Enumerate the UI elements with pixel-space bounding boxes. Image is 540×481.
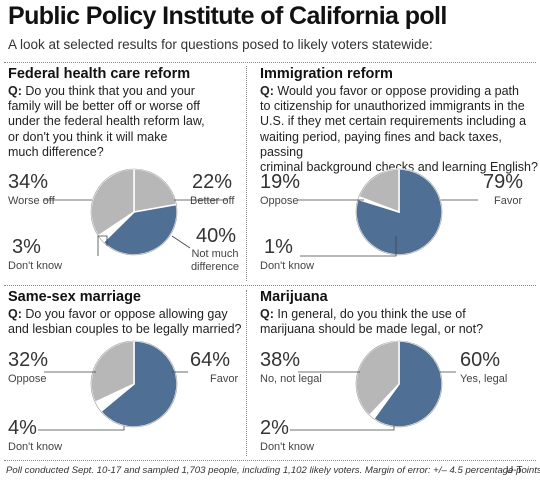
leader-line-don-t-know — [38, 426, 125, 431]
label-worse-off: Worse off — [8, 195, 55, 207]
lower-column-divider — [246, 290, 247, 456]
pct-worse-off: 34% — [8, 171, 49, 193]
label-favor: Favor — [210, 373, 239, 385]
panel-question: Q: Would you favor or oppose providing a… — [260, 84, 538, 175]
pct-no-not-legal: 38% — [260, 349, 301, 371]
upper-column-divider — [246, 66, 247, 281]
panel-title: Marijuana — [260, 289, 328, 305]
pie-chart-health-care — [44, 168, 228, 256]
label-not-much-difference: Not much difference — [190, 248, 240, 273]
panel-title: Federal health care reform — [8, 66, 191, 82]
pie-chart-immigration — [298, 168, 478, 257]
top-divider — [4, 62, 536, 63]
panel-title: Same-sex marriage — [8, 289, 141, 305]
bottom-divider — [4, 460, 536, 461]
label-dont-know: Don't know — [260, 441, 315, 453]
panel-same-sex-marriage: Same-sex marriage Q: Do you favor or opp… — [8, 289, 244, 337]
pct-favor: 64% — [190, 349, 231, 371]
page-title: Public Policy Institute of California po… — [8, 2, 447, 30]
panel-title: Immigration reform — [260, 66, 393, 82]
pie-outline — [355, 340, 443, 428]
pct-dont-know: 3% — [12, 236, 41, 258]
pct-yes-legal: 60% — [460, 349, 501, 371]
label-dont-know: Don't know — [260, 260, 315, 272]
label-dont-know: Don't know — [8, 441, 63, 453]
leader-line-not-much-difference — [171, 235, 191, 249]
pie-outline — [90, 340, 178, 428]
label-oppose: Oppose — [8, 373, 47, 385]
pie-outline — [355, 168, 443, 256]
leader-line-don-t-know — [97, 235, 108, 256]
label-no-not-legal: No, not legal — [260, 373, 322, 385]
panel-marijuana: Marijuana Q: In general, do you think th… — [260, 289, 538, 337]
leader-line-don-t-know — [290, 426, 395, 431]
label-oppose: Oppose — [260, 195, 299, 207]
page-subtitle: A look at selected results for questions… — [8, 37, 433, 52]
pct-not-much-difference: 40% — [196, 225, 237, 247]
pct-dont-know: 4% — [8, 417, 37, 439]
pie-outline — [90, 168, 178, 256]
leader-line-don-t-know — [300, 236, 397, 257]
panel-immigration: Immigration reform Q: Would you favor or… — [260, 66, 538, 175]
pct-dont-know: 2% — [260, 417, 289, 439]
pct-better-off: 22% — [192, 171, 233, 193]
panel-health-care: Federal health care reform Q: Do you thi… — [8, 66, 244, 160]
label-dont-know: Don't know — [8, 260, 63, 272]
panel-question: Q: Do you favor or oppose allowing gay a… — [8, 307, 242, 337]
label-yes-legal: Yes, legal — [460, 373, 508, 385]
pct-favor: 79% — [483, 171, 524, 193]
pct-dont-know: 1% — [264, 236, 293, 258]
pct-oppose: 32% — [8, 349, 49, 371]
pie-chart-same-sex-marriage — [38, 340, 188, 431]
label-better-off: Better off — [190, 195, 235, 207]
pct-oppose: 19% — [260, 171, 301, 193]
panel-question: Q: In general, do you think the use of m… — [260, 307, 484, 337]
panel-question: Q: Do you think that you and your family… — [8, 84, 205, 159]
source-credit: U-T — [506, 465, 523, 476]
label-favor: Favor — [494, 195, 523, 207]
footer-note: Poll conducted Sept. 10-17 and sampled 1… — [6, 465, 540, 476]
middle-divider — [4, 285, 536, 286]
pie-chart-marijuana — [290, 340, 456, 431]
